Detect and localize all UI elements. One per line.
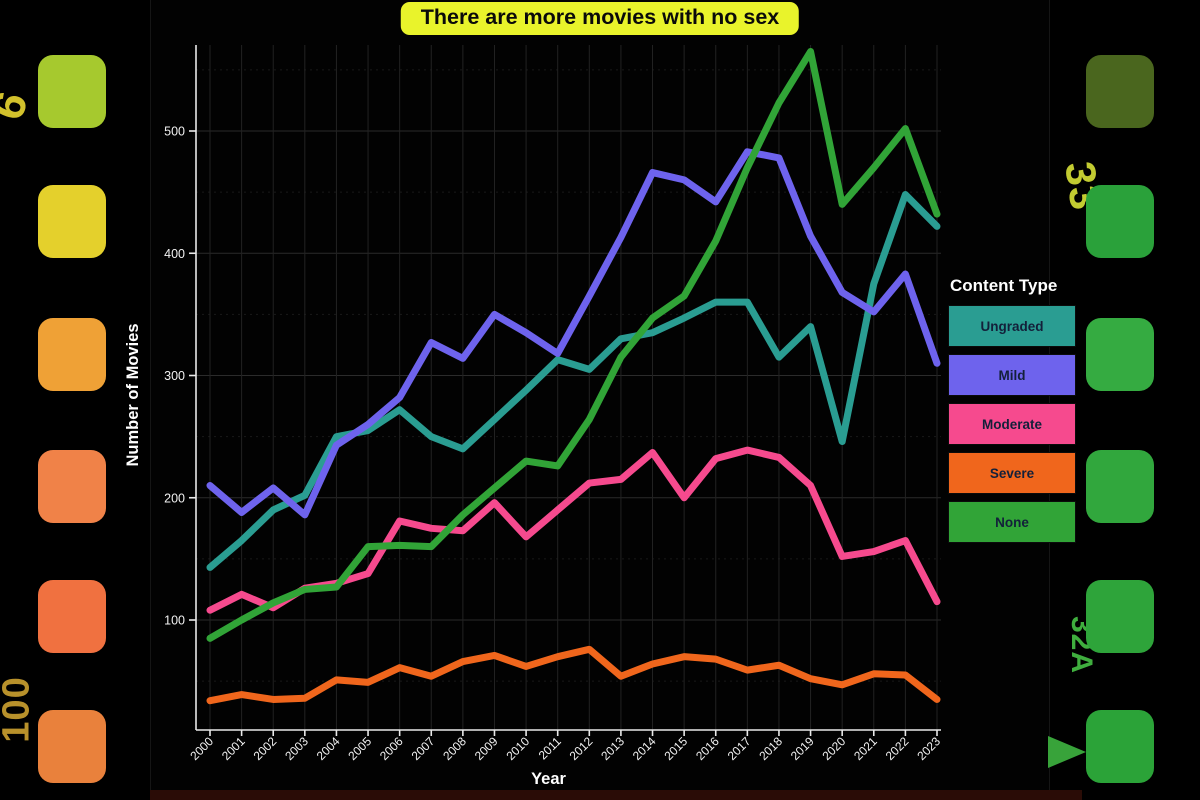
y-tick-label: 100 — [164, 614, 185, 628]
x-tick-label: 2007 — [409, 734, 438, 763]
y-tick-label: 200 — [164, 491, 185, 505]
x-tick-label: 2009 — [472, 734, 501, 763]
film-strip-left: 6 100 — [0, 0, 151, 800]
sprocket-hole — [38, 185, 106, 258]
x-tick-label: 2017 — [725, 734, 754, 763]
sprocket-hole — [38, 580, 106, 653]
y-axis-title: Number of Movies — [124, 323, 142, 466]
sprocket-hole — [1086, 710, 1154, 783]
x-tick-label: 2004 — [314, 734, 343, 763]
legend-item-ungraded: Ungraded — [948, 305, 1076, 347]
sprocket-hole — [38, 55, 106, 128]
x-tick-label: 2013 — [598, 734, 627, 763]
x-tick-label: 2003 — [282, 734, 311, 763]
y-tick-label: 500 — [164, 125, 185, 139]
x-tick-label: 2014 — [630, 734, 659, 763]
x-tick-label: 2020 — [820, 734, 849, 763]
x-tick-label: 2002 — [251, 734, 280, 763]
x-tick-label: 2018 — [756, 734, 785, 763]
legend-item-mild: Mild — [948, 354, 1076, 396]
x-tick-label: 2015 — [661, 734, 690, 763]
series-line-mild — [206, 148, 941, 519]
x-tick-label: 2011 — [536, 734, 564, 762]
x-tick-label: 2019 — [788, 734, 817, 763]
x-tick-label: 2008 — [440, 734, 469, 763]
x-tick-label: 2023 — [914, 734, 943, 763]
x-tick-label: 2016 — [693, 734, 722, 763]
sprocket-hole — [38, 318, 106, 391]
x-tick-label: 2010 — [503, 734, 532, 763]
film-strip-right: 33 32A — [1048, 0, 1200, 800]
legend-item-severe: Severe — [948, 452, 1076, 494]
legend-item-none: None — [948, 501, 1076, 543]
sprocket-hole — [1086, 318, 1154, 391]
x-tick-label: 2012 — [567, 734, 596, 763]
legend-item-label: Severe — [989, 465, 1035, 481]
x-tick-label: 2021 — [851, 734, 880, 763]
legend-item-label: None — [995, 514, 1029, 530]
chart-title: There are more movies with no sex — [420, 5, 780, 29]
legend-item-moderate: Moderate — [948, 403, 1076, 445]
sprocket-hole — [38, 710, 106, 783]
x-tick-label: 2001 — [219, 734, 248, 763]
legend: Content Type Ungraded Mild Moderate Severe N… — [948, 276, 1076, 550]
sprocket-hole — [1086, 580, 1154, 653]
sprocket-hole — [1086, 55, 1154, 128]
sprocket-hole — [38, 450, 106, 523]
x-tick-label: 2005 — [345, 734, 374, 763]
x-tick-label: 2006 — [377, 734, 406, 763]
x-axis-title: Year — [531, 770, 566, 788]
legend-item-label: Ungraded — [980, 318, 1044, 334]
y-tick-label: 400 — [164, 247, 185, 261]
sprocket-hole — [1086, 450, 1154, 523]
film-frame-bottom-edge — [150, 790, 1082, 800]
film-advance-arrow-icon — [1048, 736, 1086, 768]
legend-title: Content Type — [950, 276, 1058, 295]
series-line-none — [206, 48, 941, 642]
x-tick-label: 2000 — [187, 734, 216, 763]
y-tick-label: 300 — [164, 369, 185, 383]
series-line-ungraded — [206, 191, 941, 571]
legend-item-label: Mild — [998, 367, 1026, 383]
x-tick-label: 2022 — [883, 734, 912, 763]
title-banner: There are more movies with no sex — [400, 2, 800, 35]
sprocket-hole — [1086, 185, 1154, 258]
series-line-severe — [206, 645, 941, 705]
legend-items: Ungraded Mild Moderate Severe None — [948, 305, 1076, 543]
legend-item-label: Moderate — [981, 416, 1042, 432]
